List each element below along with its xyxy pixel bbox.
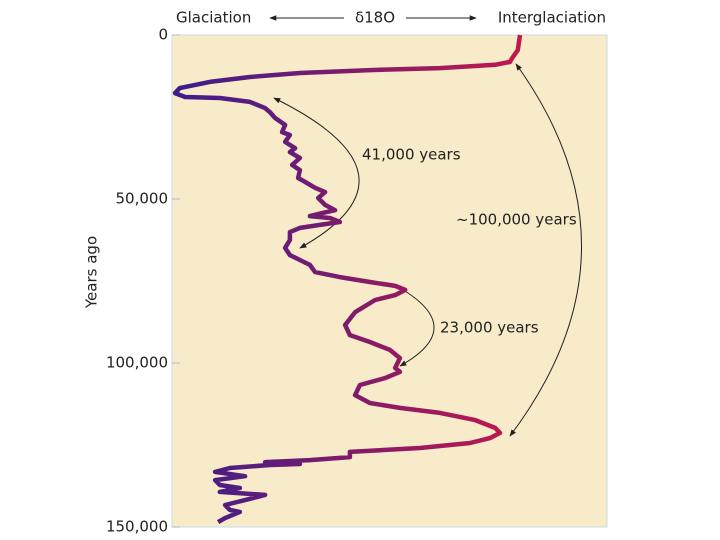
- arrow: [399, 287, 435, 367]
- y-tick-label: 150,000: [106, 518, 168, 536]
- y-tick-label: 50,000: [116, 190, 169, 208]
- annotation: 23,000 years: [440, 319, 539, 337]
- annotation: ~100,000 years: [456, 211, 577, 229]
- annotation: 41,000 years: [362, 146, 461, 164]
- x-label-left: Glaciation: [176, 9, 251, 27]
- data-line: [172, 34, 523, 525]
- plot-area: [171, 34, 608, 528]
- arrow: [509, 63, 582, 437]
- y-label: Years ago: [83, 236, 101, 309]
- y-tick-label: 0: [158, 26, 168, 44]
- x-label-right: Interglaciation: [498, 9, 606, 27]
- y-tick-label: 100,000: [106, 354, 168, 372]
- arrow: [273, 97, 360, 249]
- x-label: δ18O: [355, 9, 395, 27]
